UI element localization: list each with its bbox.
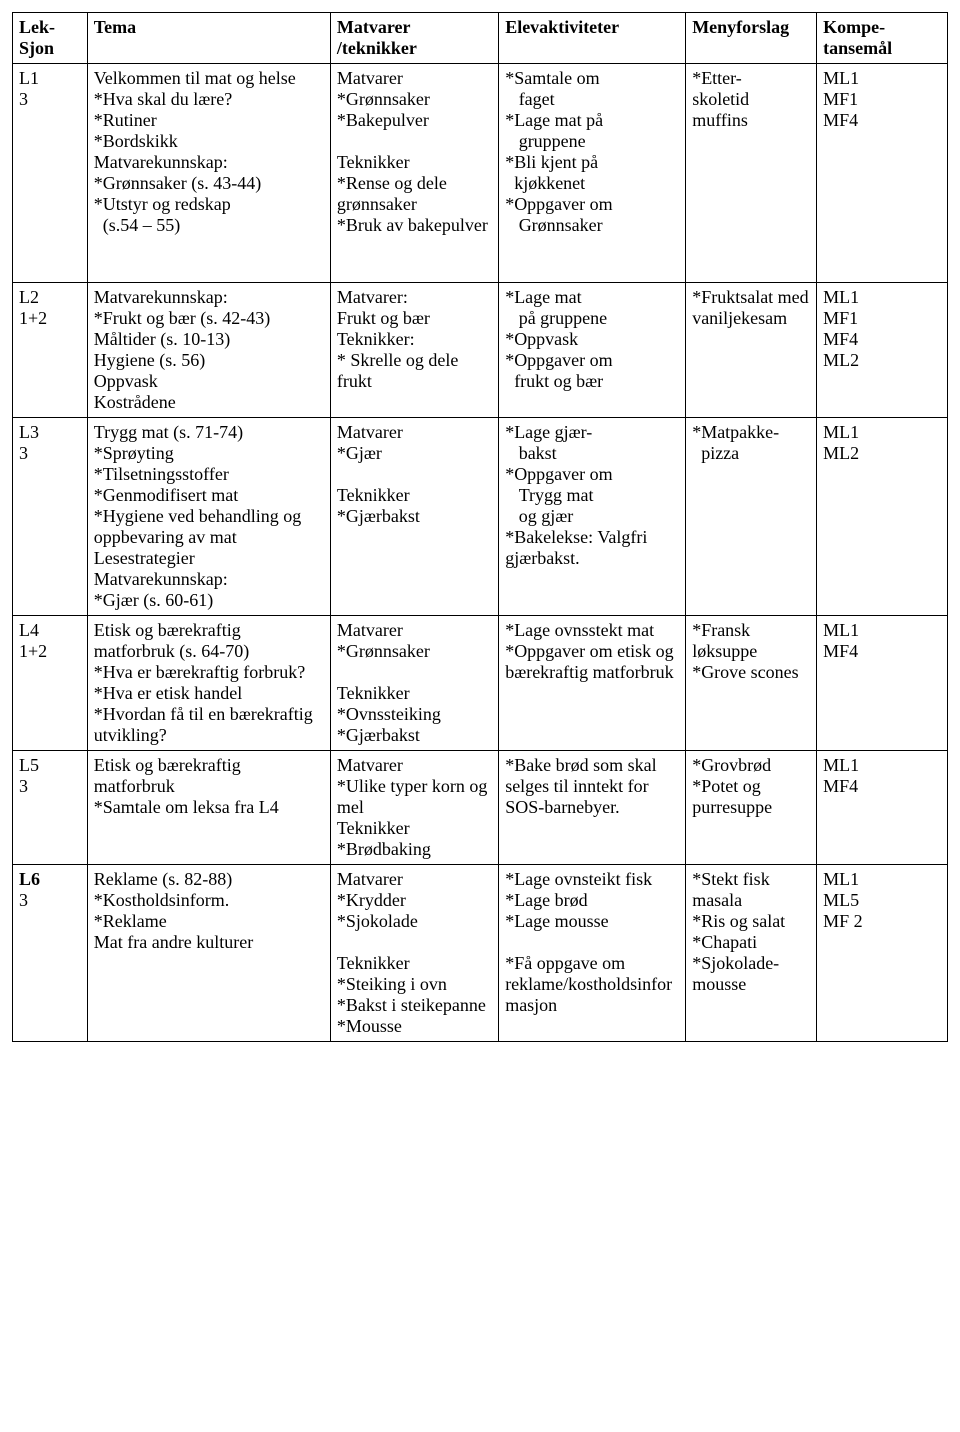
cell-meny: *Grovbrød *Potet og purresuppe bbox=[686, 751, 817, 865]
cell-leksjon: L4 1+2 bbox=[13, 616, 88, 751]
cell-tema: Etisk og bærekraftig matforbruk *Samtale… bbox=[87, 751, 330, 865]
cell-matvarer: Matvarer *Gjær Teknikker *Gjærbakst bbox=[330, 418, 498, 616]
cell-tema: Velkommen til mat og helse *Hva skal du … bbox=[87, 64, 330, 283]
cell-leksjon: L3 3 bbox=[13, 418, 88, 616]
cell-kompe: ML1 MF4 bbox=[817, 751, 948, 865]
cell-matvarer: Matvarer: Frukt og bær Teknikker: * Skre… bbox=[330, 283, 498, 418]
cell-elev: *Lage mat på gruppene *Oppvask *Oppgaver… bbox=[499, 283, 686, 418]
cell-kompe: ML1 ML2 bbox=[817, 418, 948, 616]
table-row: L4 1+2Etisk og bærekraftig matforbruk (s… bbox=[13, 616, 948, 751]
col-header-kompe: Kompe- tansemål bbox=[817, 13, 948, 64]
cell-kompe: ML1 MF4 bbox=[817, 616, 948, 751]
cell-tema: Etisk og bærekraftig matforbruk (s. 64-7… bbox=[87, 616, 330, 751]
cell-elev: *Lage ovnsstekt mat *Oppgaver om etisk o… bbox=[499, 616, 686, 751]
cell-leksjon: L2 1+2 bbox=[13, 283, 88, 418]
cell-elev: *Lage ovnsteikt fisk *Lage brød *Lage mo… bbox=[499, 865, 686, 1042]
cell-elev: *Bake brød som skal selges til inntekt f… bbox=[499, 751, 686, 865]
col-header-tema: Tema bbox=[87, 13, 330, 64]
table-row: L6 3Reklame (s. 82-88) *Kostholdsinform.… bbox=[13, 865, 948, 1042]
col-header-meny: Menyforslag bbox=[686, 13, 817, 64]
cell-tema: Trygg mat (s. 71-74) *Sprøyting *Tilsetn… bbox=[87, 418, 330, 616]
curriculum-table: Lek- Sjon Tema Matvarer /teknikker Eleva… bbox=[12, 12, 948, 1042]
cell-matvarer: Matvarer *Grønnsaker *Bakepulver Teknikk… bbox=[330, 64, 498, 283]
cell-kompe: ML1 ML5 MF 2 bbox=[817, 865, 948, 1042]
cell-leksjon: L6 3 bbox=[13, 865, 88, 1042]
cell-matvarer: Matvarer *Ulike typer korn og mel Teknik… bbox=[330, 751, 498, 865]
col-header-matvarer: Matvarer /teknikker bbox=[330, 13, 498, 64]
col-header-elev: Elevaktiviteter bbox=[499, 13, 686, 64]
cell-meny: *Stekt fisk masala *Ris og salat *Chapat… bbox=[686, 865, 817, 1042]
table-header-row: Lek- Sjon Tema Matvarer /teknikker Eleva… bbox=[13, 13, 948, 64]
table-row: L5 3Etisk og bærekraftig matforbruk *Sam… bbox=[13, 751, 948, 865]
cell-kompe: ML1 MF1 MF4 bbox=[817, 64, 948, 283]
cell-tema: Reklame (s. 82-88) *Kostholdsinform. *Re… bbox=[87, 865, 330, 1042]
table-row: L2 1+2Matvarekunnskap: *Frukt og bær (s.… bbox=[13, 283, 948, 418]
cell-meny: *Fruktsalat med vaniljekesam bbox=[686, 283, 817, 418]
cell-tema: Matvarekunnskap: *Frukt og bær (s. 42-43… bbox=[87, 283, 330, 418]
table-body: L1 3Velkommen til mat og helse *Hva skal… bbox=[13, 64, 948, 1042]
col-header-leksjon: Lek- Sjon bbox=[13, 13, 88, 64]
cell-meny: *Etter- skoletid muffins bbox=[686, 64, 817, 283]
cell-kompe: ML1 MF1 MF4 ML2 bbox=[817, 283, 948, 418]
cell-leksjon: L5 3 bbox=[13, 751, 88, 865]
cell-elev: *Samtale om faget *Lage mat på gruppene … bbox=[499, 64, 686, 283]
table-row: L1 3Velkommen til mat og helse *Hva skal… bbox=[13, 64, 948, 283]
cell-meny: *Matpakke- pizza bbox=[686, 418, 817, 616]
cell-matvarer: Matvarer *Grønnsaker Teknikker *Ovnsstei… bbox=[330, 616, 498, 751]
cell-meny: *Fransk løksuppe *Grove scones bbox=[686, 616, 817, 751]
cell-matvarer: Matvarer *Krydder *Sjokolade Teknikker *… bbox=[330, 865, 498, 1042]
cell-leksjon: L1 3 bbox=[13, 64, 88, 283]
cell-elev: *Lage gjær- bakst *Oppgaver om Trygg mat… bbox=[499, 418, 686, 616]
table-row: L3 3Trygg mat (s. 71-74) *Sprøyting *Til… bbox=[13, 418, 948, 616]
